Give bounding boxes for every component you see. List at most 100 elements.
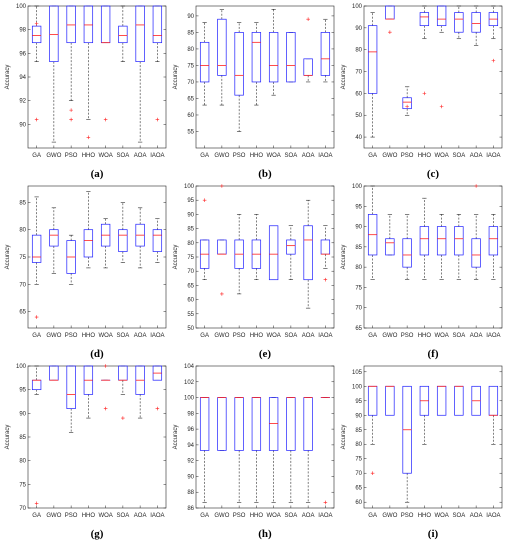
y-tick-label: 70 xyxy=(187,80,194,86)
y-tick-label: 90 xyxy=(187,474,194,480)
box-gwo xyxy=(49,5,59,143)
box-ga xyxy=(367,185,378,280)
box-hho xyxy=(419,197,430,280)
box-soa xyxy=(454,5,464,40)
plot-frame xyxy=(363,185,503,329)
y-tick-label: 95 xyxy=(355,204,362,210)
subplot-f: 65 70 75 80 85 90 95 100 Accuracy GA GWO PSO HHO WOA S… xyxy=(341,184,503,360)
box-soa xyxy=(118,365,128,420)
box-ga xyxy=(31,196,42,319)
outlier-marker xyxy=(370,471,375,476)
y-tick-label: 75 xyxy=(19,255,26,261)
box-ga xyxy=(367,12,378,138)
x-tick-label: SOA xyxy=(285,333,298,339)
outlier-marker xyxy=(439,104,444,109)
iqr-box xyxy=(385,238,395,256)
iqr-box xyxy=(234,32,244,96)
outlier-marker xyxy=(388,30,392,35)
box-woa xyxy=(436,5,447,109)
y-tick-label: 100 xyxy=(184,396,195,402)
box-pso xyxy=(66,365,76,433)
outlier-marker xyxy=(121,416,125,420)
box-ga xyxy=(199,22,210,106)
x-tick-label: HHO xyxy=(82,153,96,159)
x-tick-label: WOA xyxy=(266,153,280,159)
box-hho xyxy=(83,191,94,269)
box-iaoa xyxy=(152,218,163,263)
y-tick-label: 40 xyxy=(355,135,362,141)
y-tick-label: 98 xyxy=(19,28,26,34)
x-tick-label: PSO xyxy=(401,333,414,339)
y-axis-label: Accuracy xyxy=(5,245,11,270)
x-tick-label: PSO xyxy=(65,153,78,159)
iqr-box xyxy=(303,225,313,281)
x-tick-label: SOA xyxy=(117,153,130,159)
outlier-marker xyxy=(34,315,39,319)
x-tick-label: IAOA xyxy=(318,513,332,519)
x-tick-label: IAOA xyxy=(318,333,332,339)
outlier-marker xyxy=(220,292,224,296)
box-hho xyxy=(251,214,262,280)
y-tick-label: 105 xyxy=(352,370,363,376)
x-tick-label: IAOA xyxy=(150,333,164,339)
box-soa xyxy=(118,5,128,62)
outlier-marker xyxy=(103,406,108,411)
outlier-marker xyxy=(34,501,39,506)
box-aoa xyxy=(471,184,481,280)
x-tick-label: PSO xyxy=(65,333,78,339)
x-tick-label: HHO xyxy=(418,153,432,159)
box-woa xyxy=(100,218,111,269)
y-tick-label: 90 xyxy=(19,411,26,417)
x-tick-label: AOA xyxy=(470,513,483,519)
box-gwo xyxy=(385,5,395,35)
box-pso xyxy=(402,385,412,503)
y-tick-label: 100 xyxy=(184,184,195,190)
iqr-box xyxy=(49,229,59,247)
y-tick-label: 60 xyxy=(187,113,194,119)
subplot-caption: (e) xyxy=(259,348,272,360)
box-gwo xyxy=(49,365,59,381)
box-gwo xyxy=(217,184,227,296)
outlier-marker xyxy=(155,406,160,411)
y-tick-label: 60 xyxy=(187,298,194,304)
box-ga xyxy=(199,397,210,503)
box-gwo xyxy=(385,214,395,256)
iqr-box xyxy=(471,12,481,33)
y-tick-label: 98 xyxy=(187,411,194,417)
subplot-d: 65 70 75 80 85 Accuracy GA GWO PSO HHO WOA SOA AOA IA… xyxy=(5,185,167,360)
iqr-box xyxy=(367,25,378,94)
subplot-a: 90 92 94 96 98 100 Accuracy GA GWO PSO HHO WOA SOA AO… xyxy=(5,4,167,180)
iqr-box xyxy=(268,225,279,281)
x-tick-label: PSO xyxy=(233,333,246,339)
y-tick-label: 55 xyxy=(187,312,194,318)
x-tick-label: HHO xyxy=(418,513,432,519)
box-soa xyxy=(286,397,296,503)
y-tick-label: 104 xyxy=(184,364,195,370)
y-tick-label: 70 xyxy=(187,269,194,275)
box-pso xyxy=(234,397,244,503)
box-hho xyxy=(251,397,262,503)
y-tick-label: 70 xyxy=(19,506,26,512)
y-tick-label: 80 xyxy=(19,459,26,465)
outlier-marker xyxy=(103,364,108,368)
iqr-box xyxy=(66,365,76,409)
y-axis-label: Accuracy xyxy=(5,425,11,450)
iqr-box xyxy=(454,12,464,33)
y-tick-label: 80 xyxy=(355,48,362,54)
subplot-b: 55 60 65 70 75 80 85 90 Accuracy GA GWO PSO HHO WOA SO… xyxy=(173,5,335,180)
box-iaoa xyxy=(320,18,331,83)
x-tick-label: IAOA xyxy=(318,153,332,159)
y-axis-label: Accuracy xyxy=(173,425,179,450)
box-woa xyxy=(100,364,111,411)
box-pso xyxy=(66,5,76,122)
y-tick-label: 65 xyxy=(187,96,194,102)
plot-frame xyxy=(27,365,167,509)
y-tick-label: 94 xyxy=(19,75,26,81)
iqr-box xyxy=(217,18,227,76)
y-tick-label: 60 xyxy=(355,500,362,506)
box-ga xyxy=(31,365,42,506)
box-hho xyxy=(83,365,94,419)
y-tick-label: 94 xyxy=(187,443,194,449)
x-tick-label: GWO xyxy=(214,333,229,339)
